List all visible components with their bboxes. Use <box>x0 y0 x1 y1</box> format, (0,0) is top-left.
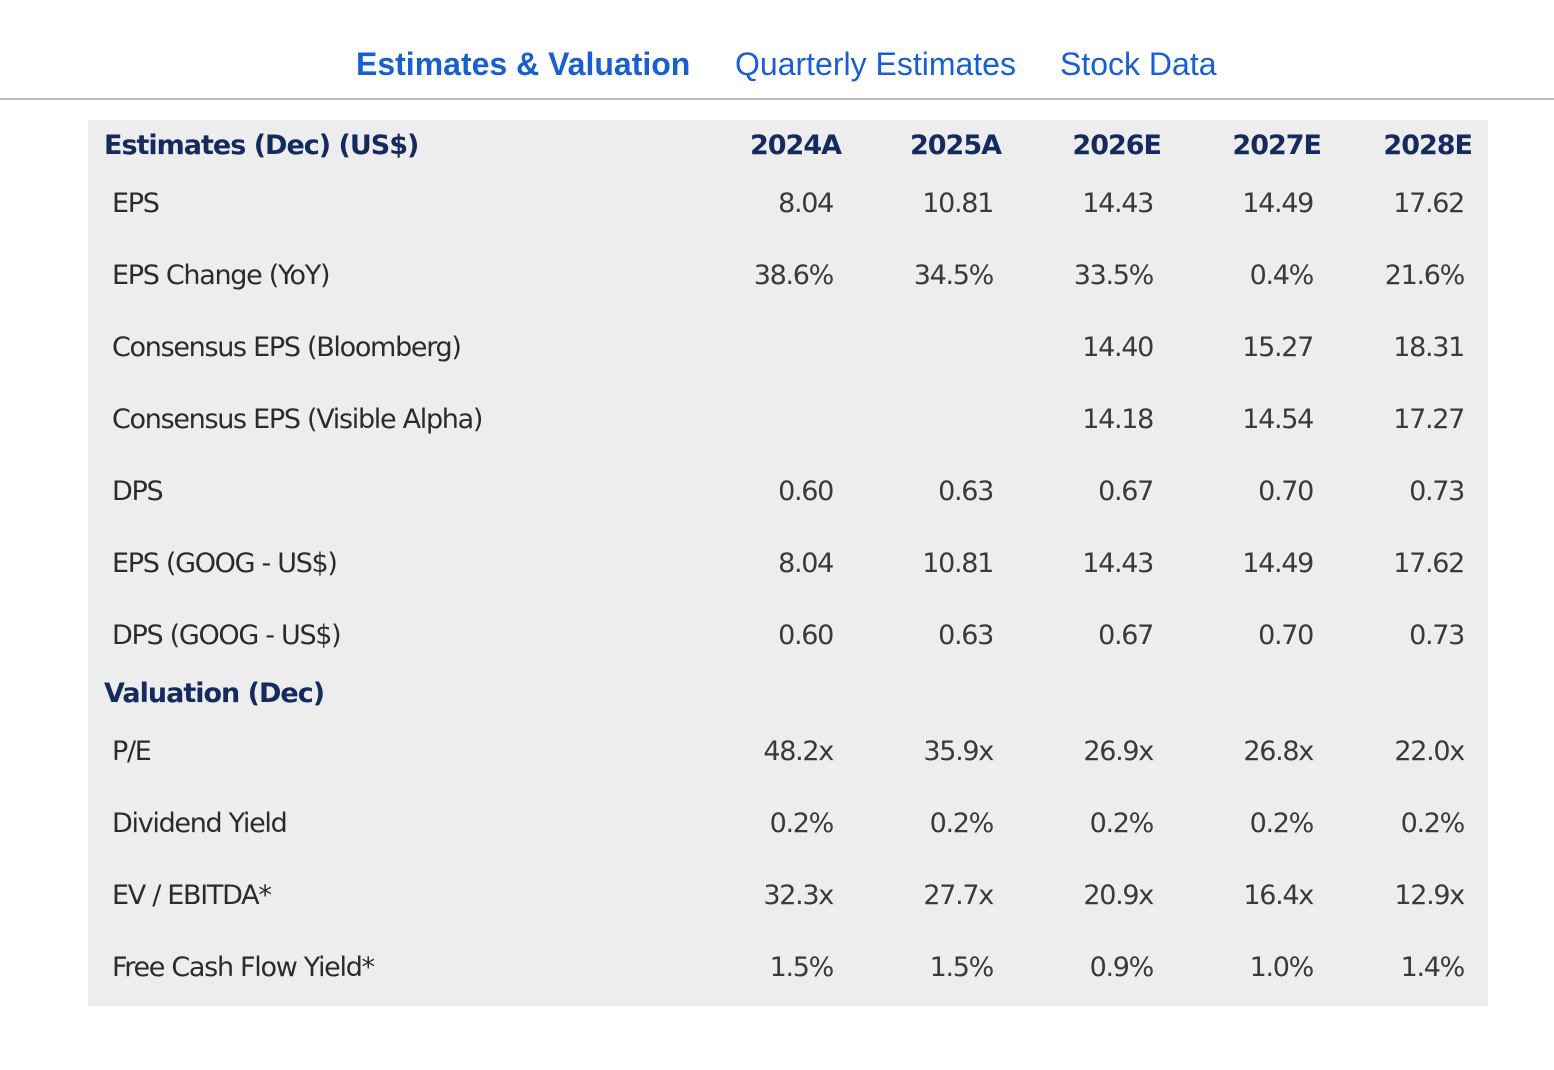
tab-quarterly-estimates[interactable]: Quarterly Estimates <box>735 46 1016 82</box>
tab-stock-data[interactable]: Stock Data <box>1060 46 1217 82</box>
table-cell: 17.27 <box>1393 404 1465 435</box>
tab-estimates-valuation[interactable]: Estimates & Valuation <box>356 46 691 82</box>
row-label: Consensus EPS (Bloomberg) <box>112 332 462 363</box>
table-cell: 48.2x <box>763 736 834 767</box>
column-header: 2025A <box>909 130 1002 161</box>
table-cell: 8.04 <box>778 188 834 219</box>
table-row-pe: P/E 48.2x 35.9x 26.9x 26.8x 22.0x <box>88 732 1488 772</box>
table-cell: 0.63 <box>938 476 994 507</box>
table-cell: 12.9x <box>1394 880 1465 911</box>
table-cell: 21.6% <box>1384 260 1466 291</box>
table-row-eps-change: EPS Change (YoY) 38.6% 34.5% 33.5% 0.4% … <box>88 256 1488 296</box>
table-cell: 32.3x <box>763 880 834 911</box>
table-cell: 17.62 <box>1393 188 1465 219</box>
table-cell: 1.5% <box>929 952 995 983</box>
table-cell: 0.9% <box>1089 952 1155 983</box>
table-cell: 14.43 <box>1082 188 1154 219</box>
row-label: EPS (GOOG - US$) <box>112 548 338 579</box>
table-cell: 0.63 <box>938 620 994 651</box>
table-cell: 14.18 <box>1082 404 1154 435</box>
table-cell: 16.4x <box>1243 880 1314 911</box>
table-cell: 14.40 <box>1082 332 1154 363</box>
table-cell: 33.5% <box>1073 260 1155 291</box>
tab-bar: Estimates & Valuation Quarterly Estimate… <box>0 0 1554 100</box>
table-cell: 0.2% <box>769 808 835 839</box>
table-cell: 0.2% <box>929 808 995 839</box>
table-cell: 34.5% <box>913 260 995 291</box>
table-cell: 0.2% <box>1400 808 1466 839</box>
estimates-section-header: Estimates (Dec) (US$) <box>104 130 419 161</box>
table-cell: 0.73 <box>1409 620 1465 651</box>
row-label: Free Cash Flow Yield* <box>112 952 375 983</box>
table-cell: 8.04 <box>778 548 834 579</box>
table-row-dps-goog: DPS (GOOG - US$) 0.60 0.63 0.67 0.70 0.7… <box>88 616 1488 656</box>
column-header: 2026E <box>1072 130 1162 161</box>
valuation-section-header: Valuation (Dec) <box>104 678 325 709</box>
table-cell: 14.54 <box>1242 404 1314 435</box>
table-cell: 0.67 <box>1098 476 1154 507</box>
table-cell: 38.6% <box>753 260 835 291</box>
table-cell: 35.9x <box>923 736 994 767</box>
table-cell: 0.73 <box>1409 476 1465 507</box>
table-cell: 14.49 <box>1242 188 1314 219</box>
table-cell: 0.2% <box>1089 808 1155 839</box>
table-cell: 0.67 <box>1098 620 1154 651</box>
row-label: EPS <box>112 188 160 219</box>
table-cell: 1.4% <box>1400 952 1466 983</box>
table-row-consensus-bloomberg: Consensus EPS (Bloomberg) 14.40 15.27 18… <box>88 328 1488 368</box>
table-row-eps: EPS 8.04 10.81 14.43 14.49 17.62 <box>88 184 1488 224</box>
row-label: DPS <box>112 476 164 507</box>
table-cell: 10.81 <box>922 548 994 579</box>
table-cell: 1.0% <box>1249 952 1315 983</box>
table-row-consensus-visible-alpha: Consensus EPS (Visible Alpha) 14.18 14.5… <box>88 400 1488 440</box>
table-cell: 0.4% <box>1249 260 1315 291</box>
table-row-fcf-yield: Free Cash Flow Yield* 1.5% 1.5% 0.9% 1.0… <box>88 948 1488 988</box>
table-row-ev-ebitda: EV / EBITDA* 32.3x 27.7x 20.9x 16.4x 12.… <box>88 876 1488 916</box>
table-cell: 17.62 <box>1393 548 1465 579</box>
table-cell: 10.81 <box>922 188 994 219</box>
table-cell: 18.31 <box>1393 332 1465 363</box>
column-header: 2028E <box>1383 130 1473 161</box>
table-cell: 14.43 <box>1082 548 1154 579</box>
row-label: EV / EBITDA* <box>112 880 272 911</box>
table-cell: 22.0x <box>1394 736 1465 767</box>
table-cell: 14.49 <box>1242 548 1314 579</box>
table-cell: 0.70 <box>1258 620 1314 651</box>
table-cell: 0.70 <box>1258 476 1314 507</box>
table-cell: 0.60 <box>778 476 834 507</box>
row-label: DPS (GOOG - US$) <box>112 620 342 651</box>
table-row-dividend-yield: Dividend Yield 0.2% 0.2% 0.2% 0.2% 0.2% <box>88 804 1488 844</box>
table-row-dps: DPS 0.60 0.63 0.67 0.70 0.73 <box>88 472 1488 512</box>
table-cell: 26.8x <box>1243 736 1314 767</box>
row-label: EPS Change (YoY) <box>112 260 331 291</box>
row-label: P/E <box>112 736 152 767</box>
row-label: Consensus EPS (Visible Alpha) <box>112 404 483 435</box>
table-row-eps-goog: EPS (GOOG - US$) 8.04 10.81 14.43 14.49 … <box>88 544 1488 584</box>
table-cell: 26.9x <box>1083 736 1154 767</box>
estimates-valuation-table: Estimates (Dec) (US$) 2024A 2025A 2026E … <box>88 120 1488 1006</box>
row-label: Dividend Yield <box>112 808 288 839</box>
table-cell: 1.5% <box>769 952 835 983</box>
column-header: 2027E <box>1232 130 1322 161</box>
column-header: 2024A <box>749 130 842 161</box>
table-cell: 0.60 <box>778 620 834 651</box>
table-cell: 0.2% <box>1249 808 1315 839</box>
table-cell: 15.27 <box>1242 332 1314 363</box>
table-cell: 20.9x <box>1083 880 1154 911</box>
table-cell: 27.7x <box>923 880 994 911</box>
